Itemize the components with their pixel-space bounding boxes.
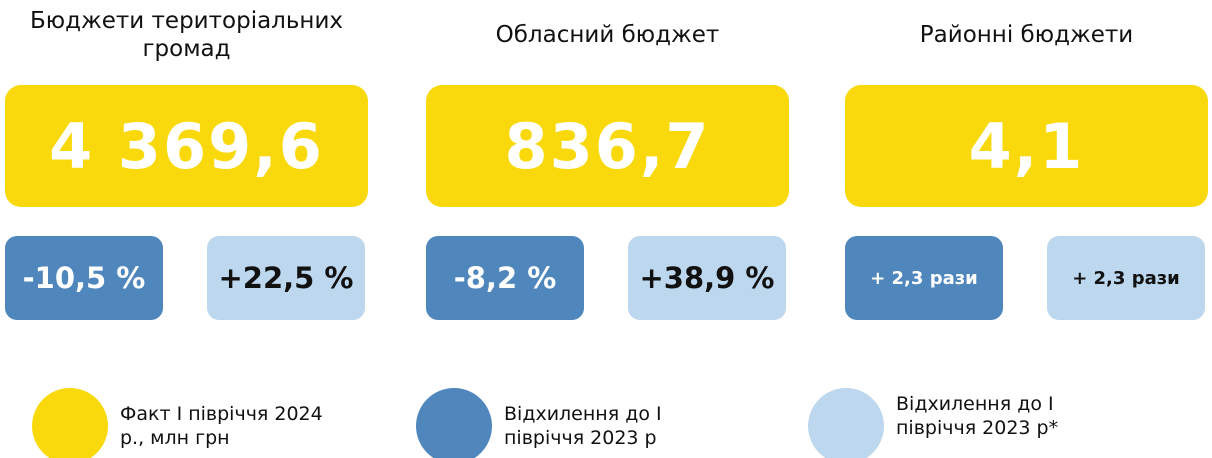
legend-dot xyxy=(416,388,492,458)
legend-dot xyxy=(32,388,108,458)
column-title: Обласний бюджет xyxy=(495,22,720,48)
legend-dot xyxy=(808,388,884,458)
deviation-box: -10,5 % xyxy=(5,236,163,320)
fact-box: 4,1 xyxy=(845,85,1208,207)
legend-label: Відхилення до І півріччя 2023 р* xyxy=(896,393,1059,439)
deviation-alt-box: + 2,3 рази xyxy=(1047,236,1205,320)
deviation-alt-box: +38,9 % xyxy=(628,236,786,320)
deviation-alt-box: +22,5 % xyxy=(207,236,365,320)
column-title: Районні бюджети xyxy=(919,22,1134,48)
legend-label: Відхилення до І півріччя 2023 р xyxy=(504,403,662,449)
fact-box: 4 369,6 xyxy=(5,85,368,207)
fact-box: 836,7 xyxy=(426,85,789,207)
legend-label: Факт І півріччя 2024 р., млн грн xyxy=(120,403,323,449)
column-title: Бюджети територіальних громад xyxy=(29,8,344,62)
deviation-box: -8,2 % xyxy=(426,236,584,320)
deviation-box: + 2,3 рази xyxy=(845,236,1003,320)
